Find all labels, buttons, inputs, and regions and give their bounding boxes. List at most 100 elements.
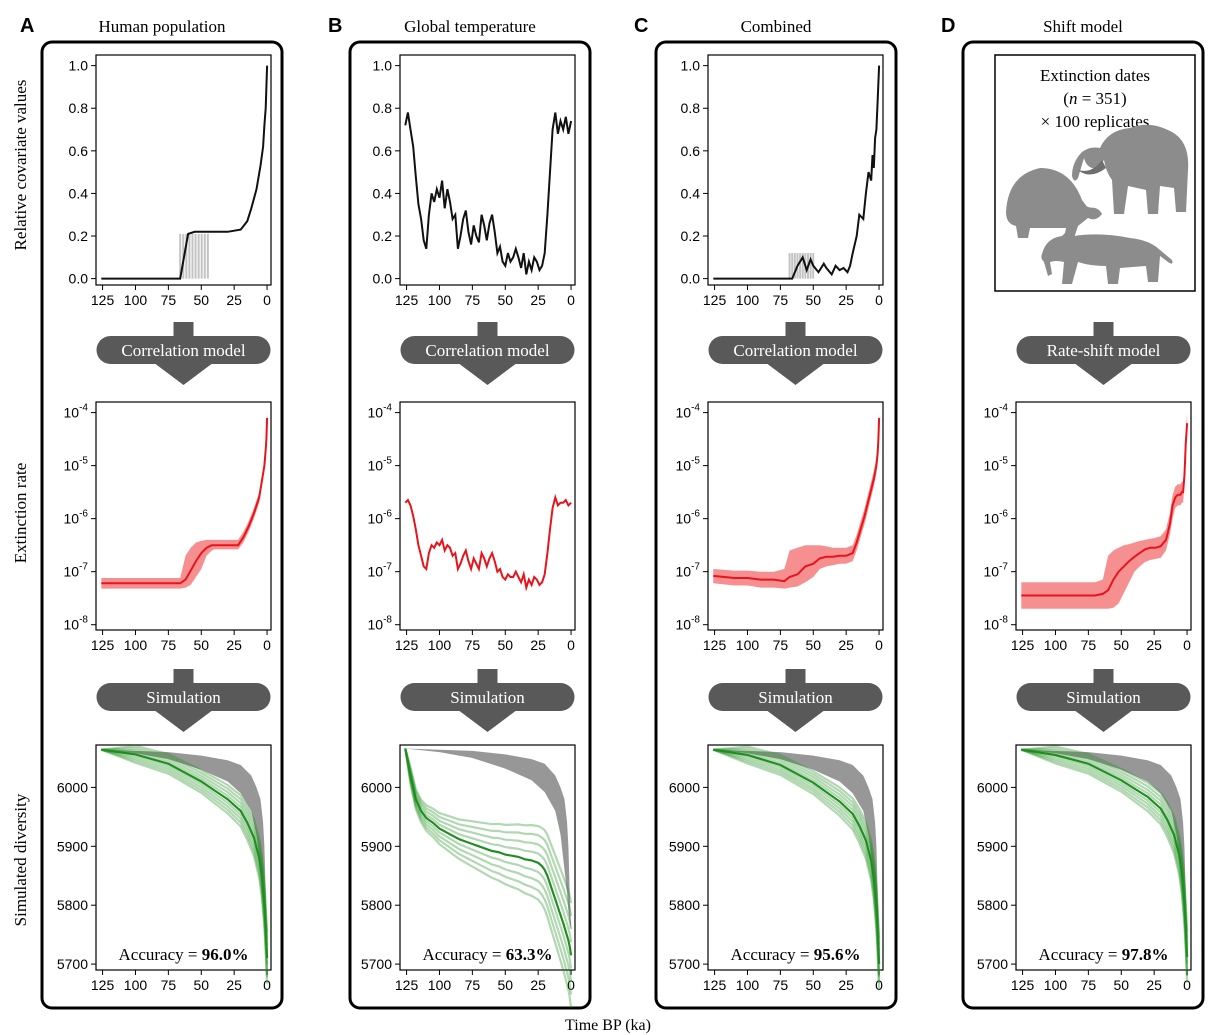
panel-title-a: Human population <box>98 17 226 36</box>
covariate-a-frame <box>95 54 272 286</box>
accuracy-value: 95.6% <box>814 945 861 964</box>
accuracy-value: 63.3% <box>506 945 553 964</box>
accuracy-label-b: Accuracy = 63.3% <box>423 945 553 964</box>
simulated-series-a <box>100 748 269 984</box>
simulated-series-a <box>101 748 269 952</box>
rate-d-xtick-label: 50 <box>1113 637 1129 653</box>
rate-a-ytick-exponent: -8 <box>79 615 88 626</box>
model-connector-a-stem <box>173 322 194 338</box>
info-box-line1: Extinction dates <box>1040 66 1150 85</box>
rate-d-ytick-label: 10-8 <box>984 615 1009 633</box>
rate-series-d <box>1021 423 1189 597</box>
accuracy-value: 97.8% <box>1122 945 1169 964</box>
covariate-b-ytick-label: 0.6 <box>373 143 393 159</box>
simulated-series-a <box>101 748 269 959</box>
rate-c-xtick-label: 0 <box>875 637 883 653</box>
rate-plot-b: 125 100 75 50 25 0 10-8 10-7 10-6 10-5 10-4 <box>368 401 576 653</box>
model-connector-d-arrow <box>1075 364 1132 385</box>
rate-b-xtick-label: 0 <box>567 637 575 653</box>
rate-c-xtick-label: 75 <box>773 637 789 653</box>
rate-band-c <box>713 412 880 589</box>
covariate-b-xtick-label: 25 <box>530 292 546 308</box>
covariate-a-ytick-label: 1.0 <box>69 58 89 74</box>
model-connector-c: Correlation model <box>708 322 883 385</box>
accuracy-label-c: Accuracy = 95.6% <box>731 945 861 964</box>
rate-series-b <box>404 493 572 592</box>
rate-c-xtick-label: 100 <box>736 637 760 653</box>
diversity-c-xtick-label: 50 <box>805 977 821 993</box>
simulated-series-b <box>404 748 573 917</box>
diversity-b-ytick-label: 5900 <box>361 838 392 854</box>
rate-a-xtick-label: 50 <box>193 637 209 653</box>
rate-b-ytick-label: 10-8 <box>368 615 393 633</box>
rate-b-xtick-label: 50 <box>497 637 513 653</box>
covariate-b-ytick-label: 0.8 <box>373 100 393 116</box>
covariate-a-xtick-label: 0 <box>263 292 271 308</box>
simulated-series-c <box>713 745 881 939</box>
diversity-b-xtick-label: 75 <box>465 977 481 993</box>
covariate-c-xtick-label: 0 <box>875 292 883 308</box>
rate-b-ytick-label: 10-7 <box>368 562 393 580</box>
rate-c-ytick-label: 10-4 <box>676 403 701 421</box>
accuracy-value: 96.0% <box>202 945 249 964</box>
rate-a-ytick-label: 10-5 <box>64 456 89 474</box>
rate-b-frame <box>399 401 576 631</box>
diversity-c-ytick-label: 5900 <box>669 838 700 854</box>
covariate-c-ytick-label: 0.4 <box>681 185 701 201</box>
rate-a-ytick-exponent: -6 <box>79 509 88 520</box>
covariate-c-xtick-label: 25 <box>838 292 854 308</box>
model-connector-d: Rate-shift model <box>1016 322 1191 385</box>
covariate-b-xtick-label: 75 <box>465 292 481 308</box>
rate-d-xtick-label: 125 <box>1011 637 1035 653</box>
simulated-series-b <box>404 748 573 956</box>
rate-plot-a: 125 100 75 50 25 0 10-8 10-7 10-6 10-5 10-4 <box>64 401 272 653</box>
diversity-plot-c: 125 100 75 50 25 0 5700 5800 5900 6000 Accuracy = … <box>669 744 884 993</box>
covariate-c-xtick-label: 100 <box>736 292 760 308</box>
panel-letter-d: D <box>941 15 955 37</box>
model-connector-b-label: Correlation model <box>425 341 549 360</box>
rate-plot-d: 125 100 75 50 25 0 10-8 10-7 10-6 10-5 10-4 <box>984 401 1192 653</box>
simulated-series-d <box>1020 748 1189 983</box>
simulated-series-b <box>404 748 573 969</box>
diversity-b-ytick-label: 6000 <box>361 779 392 795</box>
rate-a-ytick-exponent: -5 <box>79 456 88 467</box>
rate-c-ytick-exponent: -5 <box>691 456 700 467</box>
sim-connector-d-arrow <box>1075 711 1132 732</box>
sim-connector-b-pill <box>400 683 575 711</box>
rate-b-ytick-exponent: -6 <box>383 509 392 520</box>
diversity-a-xtick-label: 75 <box>161 977 177 993</box>
covariate-plot-b: 125 100 75 50 25 0 0.0 0.2 0.4 0.6 0.8 1.0 <box>373 54 576 308</box>
rate-a-xtick-label: 100 <box>124 637 148 653</box>
simulated-series-a <box>101 746 269 940</box>
model-connector-c-arrow <box>767 364 824 385</box>
simulated-series-b <box>404 748 573 930</box>
diversity-a-ytick-label: 5900 <box>57 838 88 854</box>
sim-connector-b-arrow <box>459 711 516 732</box>
panel-frame-a <box>40 40 284 1010</box>
model-connector-b-arrow <box>459 364 516 385</box>
rate-c-xtick-label: 50 <box>805 637 821 653</box>
covariate-a-ytick-label: 0.8 <box>69 100 89 116</box>
rate-c-frame <box>707 401 884 631</box>
covariate-a-xtick-label: 75 <box>161 292 177 308</box>
diversity-c-frame <box>707 744 884 971</box>
covariate-a-xtick-label: 25 <box>226 292 242 308</box>
row-label-rate: Extinction rate <box>11 463 30 564</box>
sim-connector-d-stem <box>1093 669 1114 685</box>
simulated-series-d <box>1021 747 1189 939</box>
simulated-series-b <box>404 748 573 995</box>
diversity-d-ytick-label: 6000 <box>977 779 1008 795</box>
rate-c-ytick-label: 10-8 <box>676 615 701 633</box>
sim-connector-c-arrow <box>767 711 824 732</box>
covariate-a-ytick-label: 0.6 <box>69 143 89 159</box>
accuracy-prefix: Accuracy = <box>1039 945 1122 964</box>
sim-connector-a-arrow <box>155 711 212 732</box>
sim-connector-a-label: Simulation <box>146 688 221 707</box>
covariate-c-ytick-label: 0.2 <box>681 228 701 244</box>
model-connector-c-stem <box>785 322 806 338</box>
rate-d-ytick-label: 10-7 <box>984 562 1009 580</box>
sim-connector-c: Simulation <box>708 669 883 732</box>
diversity-a-ytick-label: 5700 <box>57 956 88 972</box>
rate-plot-c: 125 100 75 50 25 0 10-8 10-7 10-6 10-5 10-4 <box>676 401 884 653</box>
accuracy-prefix: Accuracy = <box>119 945 202 964</box>
